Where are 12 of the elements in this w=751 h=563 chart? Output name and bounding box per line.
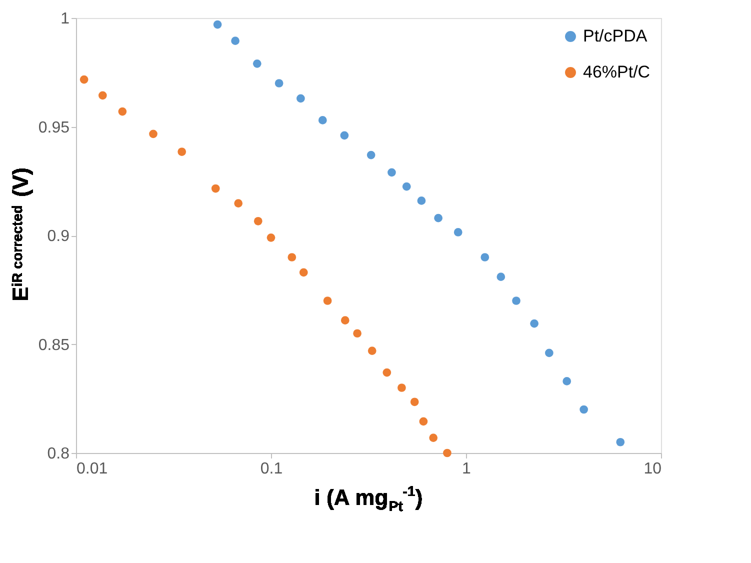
x-tick-label: 1 (462, 460, 472, 478)
legend-label: Pt/cPDA (583, 26, 648, 46)
x-tick-label: 0.1 (260, 460, 283, 478)
y-tick-label: 0.9 (47, 228, 70, 245)
y-tick-label: 0.95 (38, 119, 70, 136)
y-tick-label: 1 (60, 10, 70, 28)
x-tick-label: 0.01 (76, 460, 108, 478)
x-tick-label: 10 (644, 460, 662, 478)
y-axis-title: EiR corrected (V) (8, 168, 33, 302)
y-tick-label: 0.8 (47, 446, 70, 462)
legend-label: 46%Pt/C (583, 62, 650, 82)
y-tick-label: 0.85 (38, 336, 70, 354)
